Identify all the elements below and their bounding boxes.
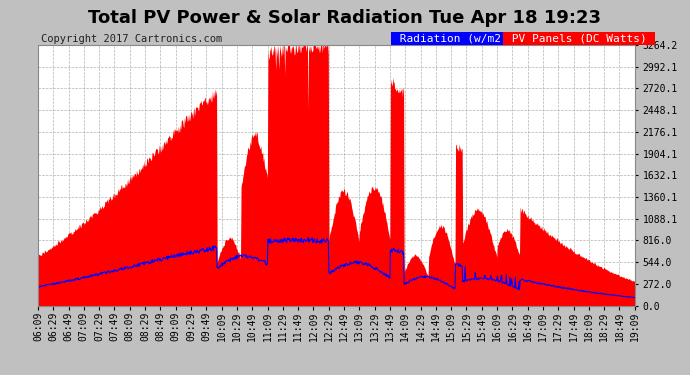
Text: Copyright 2017 Cartronics.com: Copyright 2017 Cartronics.com bbox=[41, 34, 222, 44]
Text: PV Panels (DC Watts): PV Panels (DC Watts) bbox=[504, 34, 653, 44]
Text: Total PV Power & Solar Radiation Tue Apr 18 19:23: Total PV Power & Solar Radiation Tue Apr… bbox=[88, 9, 602, 27]
Text: Radiation (w/m2): Radiation (w/m2) bbox=[393, 34, 515, 44]
